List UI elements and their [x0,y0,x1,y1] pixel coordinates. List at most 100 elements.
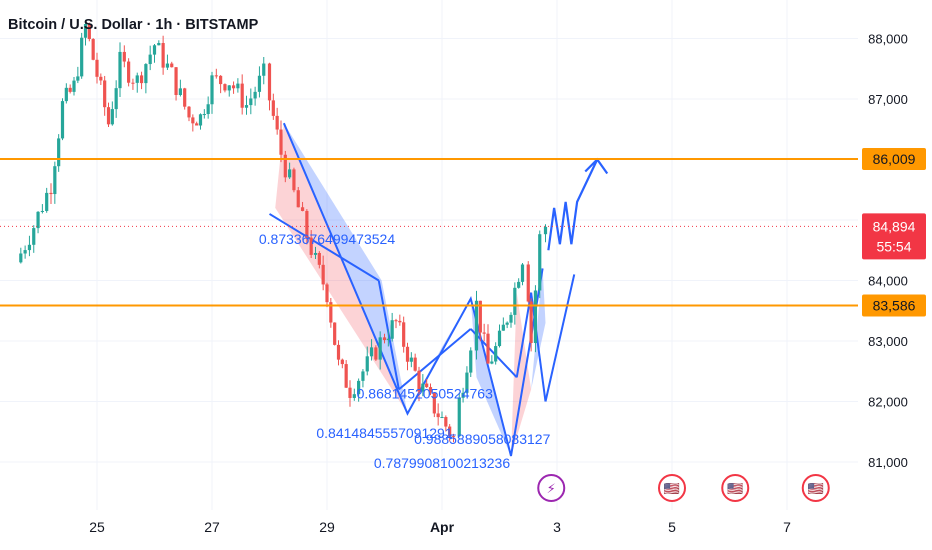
candle-down [317,252,321,265]
event-icon-ring [721,474,750,502]
candle-up [76,76,80,81]
x-tick-label: Apr [430,519,455,535]
candle-up [505,322,509,325]
candle-down [292,169,296,191]
candle-up [352,394,356,398]
candle-up [501,324,505,331]
candle-up [118,51,122,89]
candle-up [390,320,394,339]
candle-down [267,63,272,101]
candle-up [135,75,139,83]
fib-ratio-label: 0.9885889058083127 [414,431,550,447]
candlestick-series [19,19,548,443]
candle-down [394,320,398,322]
candle-down [95,59,99,77]
x-tick-label: 25 [89,519,105,535]
candle-down [451,436,456,438]
candle-down [214,75,218,77]
fib-annotations: 0.8733676499473524 0.8681452050524763 0.84… [259,231,551,471]
level-label: 86,009 [873,151,916,167]
event-icon-ring [658,474,686,502]
candle-up [165,63,170,68]
fib-ratio-label: 0.7879908100213236 [374,455,510,471]
x-axis: 25 27 29 Apr 3 5 7 [89,519,791,535]
candle-down [444,417,448,427]
candle-up [497,330,502,347]
candle-up [249,98,253,106]
candle-up [313,252,318,255]
candle-down [428,387,433,393]
y-tick-label: 82,000 [868,395,908,410]
x-tick-label: 27 [204,519,220,535]
candle-down [340,359,344,365]
candle-down [486,333,490,364]
candle-down [425,383,429,388]
event-icon-glyph: 🇺🇸 [664,482,680,497]
candle-down [405,346,410,362]
candle-down [300,207,305,211]
candle-down [374,347,378,360]
candle-up [543,226,548,235]
candle-down [275,115,279,130]
projection-arrow-line [547,159,599,251]
fib-ratio-label: 0.8733676499473524 [259,231,395,247]
candle-up [538,234,542,291]
candle-up [474,300,479,351]
current-price-label: 84,894 [873,218,916,234]
candle-up [244,105,249,108]
us-flag-event-icon[interactable]: 🇺🇸 [658,474,686,502]
pattern-zigzag-line [282,122,544,457]
pattern-triangle-de [531,268,546,390]
candle-up [490,361,494,364]
candle-up [27,244,32,251]
economic-events[interactable]: ⚡ 🇺🇸 🇺🇸 🇺🇸 [537,474,830,502]
candle-up [365,356,369,372]
candle-down [398,320,402,323]
y-tick-label: 81,000 [868,455,908,470]
x-tick-label: 3 [553,519,561,535]
candle-down [131,82,135,84]
candle-down [344,364,348,388]
candle-up [533,290,538,344]
candle-up [202,114,206,116]
pattern-triangle-xa [275,123,408,414]
candle-down [436,413,440,418]
candle-up [83,24,88,38]
candle-down [478,300,482,333]
candle-down [223,84,227,91]
y-tick-label: 84,000 [868,274,908,289]
candle-down [68,87,72,92]
candle-up [236,83,240,89]
candle-down [413,357,417,371]
candle-down [382,337,387,341]
candle-down [271,100,275,116]
candle-up [461,392,465,398]
candle-up [469,350,473,373]
pattern-channel-line [470,328,518,378]
candle-up [513,287,517,315]
candle-down [99,76,103,81]
candle-down [432,392,436,414]
x-tick-label: 7 [783,519,791,535]
us-flag-event-icon[interactable]: 🇺🇸 [801,474,830,502]
pattern-channel-line [515,292,533,378]
candle-down [279,129,283,155]
candle-up [178,88,182,96]
candle-down [174,67,178,96]
price-levels: 86,009 83,586 [0,147,926,317]
candle-up [40,210,44,212]
candle-up [210,75,214,105]
us-flag-event-icon[interactable]: 🇺🇸 [721,474,750,502]
symbol-title: Bitcoin / U.S. Dollar · 1h · BITSTAMP [8,17,259,33]
candle-up [36,211,40,229]
candle-down [348,387,352,398]
candle-up [19,253,23,263]
candle-down [91,39,95,60]
candle-up [494,346,498,362]
pattern-channel-line [398,328,472,391]
candle-up [60,101,65,139]
candle-down [296,190,300,208]
candle-up [257,75,262,92]
flash-event-icon[interactable]: ⚡ [537,474,566,502]
